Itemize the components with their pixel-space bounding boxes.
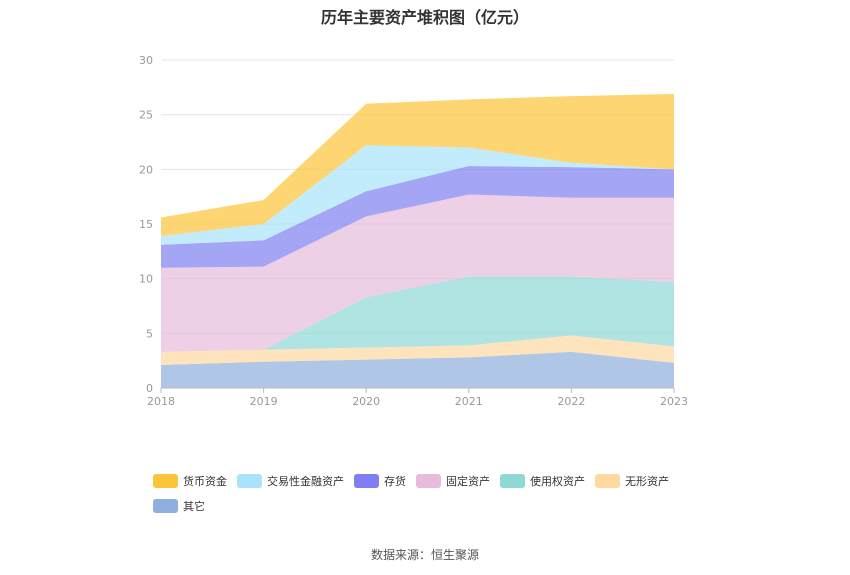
y-tick-label: 30 (139, 54, 153, 67)
x-tick-label: 2023 (660, 395, 688, 408)
legend-swatch (237, 473, 262, 488)
legend-swatch (153, 473, 178, 488)
area-series-2[interactable] (161, 276, 674, 352)
area-layer (161, 93, 674, 388)
y-tick-label: 10 (139, 273, 153, 286)
legend-label: 使用权资产 (530, 474, 585, 488)
legend-item[interactable]: 存货 (354, 472, 406, 489)
legend: 货币资金 交易性金融资产 存货 固定资产 使用权资产 无形资产其它 (153, 472, 713, 522)
y-tick-label: 25 (139, 109, 153, 122)
legend-item[interactable]: 货币资金 (153, 472, 227, 489)
legend-item[interactable]: 其它 (153, 497, 205, 514)
x-tick-label: 2020 (352, 395, 380, 408)
legend-label: 其它 (183, 499, 205, 513)
x-tick-label: 2022 (557, 395, 585, 408)
area-series-4[interactable] (161, 166, 674, 268)
chart-title: 历年主要资产堆积图（亿元） (320, 8, 529, 27)
legend-swatch (416, 473, 441, 488)
legend-swatch (354, 473, 379, 488)
legend-label: 固定资产 (446, 474, 490, 488)
area-series-5[interactable] (161, 145, 674, 245)
x-tick-label: 2019 (250, 395, 278, 408)
axis-layer: 0 5 10 15 20 25 30 2018 2019 2020 2021 2022 2023 (139, 54, 688, 408)
legend-swatch (153, 498, 178, 513)
x-tick-label: 2018 (147, 395, 175, 408)
area-series-1[interactable] (161, 335, 674, 366)
y-tick-label: 20 (139, 163, 153, 176)
legend-label: 存货 (384, 474, 406, 488)
legend-swatch (595, 473, 620, 488)
x-tick-label: 2021 (455, 395, 483, 408)
legend-item[interactable]: 固定资产 (416, 472, 490, 489)
area-series-0[interactable] (161, 351, 674, 388)
area-series-3[interactable] (161, 194, 674, 352)
y-tick-label: 15 (139, 218, 153, 231)
area-series-6[interactable] (161, 93, 674, 237)
legend-item[interactable]: 交易性金融资产 (237, 472, 344, 489)
legend-label: 货币资金 (183, 474, 227, 488)
legend-item[interactable]: 使用权资产 (500, 472, 585, 489)
legend-item[interactable]: 无形资产 (595, 472, 669, 489)
y-tick-label: 0 (146, 382, 153, 395)
legend-label: 无形资产 (625, 474, 669, 488)
y-tick-label: 5 (146, 327, 153, 340)
legend-swatch (500, 473, 525, 488)
source-note: 数据来源：恒生聚源 (370, 548, 479, 562)
legend-label: 交易性金融资产 (267, 474, 344, 488)
